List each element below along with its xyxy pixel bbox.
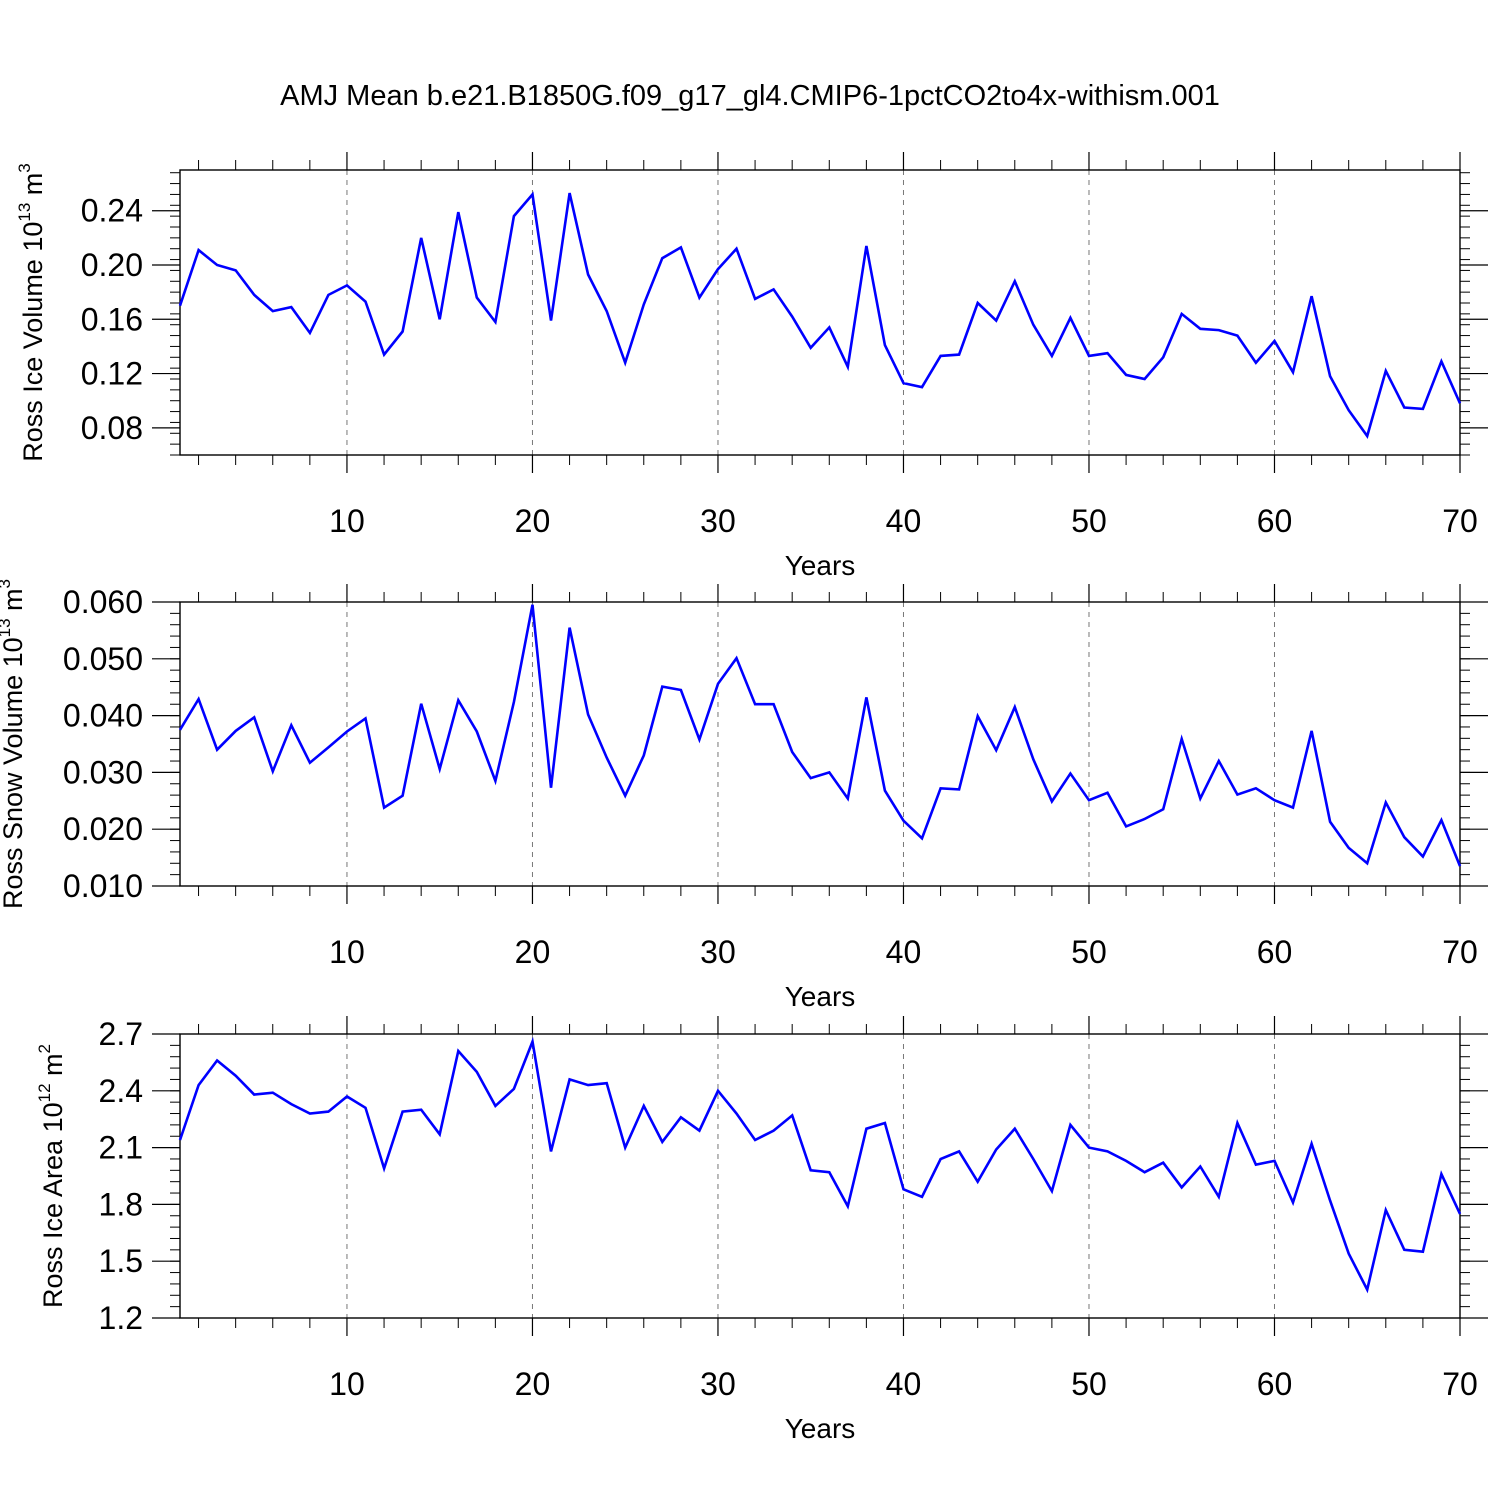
x-tick-label: 60 — [1257, 1366, 1293, 1402]
y-axis-label-unit: m — [38, 1053, 68, 1083]
x-tick-label: 10 — [329, 1366, 365, 1402]
y-tick-label: 1.2 — [99, 1300, 143, 1336]
y-axis-label-unit: m — [18, 173, 48, 203]
plot-frame — [179, 601, 1461, 887]
y-tick-label: 0.08 — [81, 410, 143, 446]
y-axis-label-exponent: 13 — [15, 203, 34, 222]
y-tick-label: 1.8 — [99, 1186, 143, 1222]
y-axis-label-exponent: 12 — [35, 1083, 54, 1102]
x-tick-label: 30 — [700, 934, 736, 970]
x-tick-label: 20 — [515, 934, 551, 970]
y-tick-label: 0.24 — [81, 193, 143, 229]
y-axis-label-text: Ross Ice Volume 10 — [18, 222, 48, 462]
y-tick-label: 2.1 — [99, 1130, 143, 1166]
y-tick-label: 0.030 — [63, 754, 143, 790]
y-tick-label: 1.5 — [99, 1243, 143, 1279]
y-tick-label: 0.050 — [63, 641, 143, 677]
y-tick-label: 0.12 — [81, 356, 143, 392]
y-axis-label-exponent: 13 — [0, 618, 14, 637]
series-line — [178, 1036, 1462, 1294]
y-axis-label-unit-exponent: 3 — [15, 163, 34, 172]
x-tick-label: 40 — [886, 1366, 922, 1402]
x-axis-label: Years — [785, 1413, 856, 1444]
x-tick-label: 30 — [700, 503, 736, 539]
y-tick-label: 0.020 — [63, 811, 143, 847]
x-tick-label: 20 — [515, 1366, 551, 1402]
x-tick-label: 50 — [1071, 503, 1107, 539]
x-tick-label: 30 — [700, 1366, 736, 1402]
y-tick-label: 0.040 — [63, 698, 143, 734]
x-axis-label: Years — [785, 981, 856, 1012]
series-line — [178, 191, 1462, 439]
panel-1: 10 20 30 40 50 60 70 0.08 0.12 0.16 0.20 0.24 Years R… — [15, 152, 1488, 581]
x-tick-label: 40 — [886, 934, 922, 970]
x-tick-label: 70 — [1442, 1366, 1478, 1402]
y-axis-label-unit-exponent: 2 — [35, 1044, 54, 1053]
x-tick-label: 50 — [1071, 1366, 1107, 1402]
x-tick-label: 70 — [1442, 934, 1478, 970]
panel-3: 10 20 30 40 50 60 70 1.2 1.5 1.8 2.1 2.4 2.7 Years Ros… — [35, 1016, 1488, 1444]
x-tick-label: 50 — [1071, 934, 1107, 970]
y-tick-label: 2.7 — [99, 1016, 143, 1052]
y-axis-label-text: Ross Ice Area 10 — [38, 1102, 68, 1308]
panel-2: 10 20 30 40 50 60 70 0.010 0.020 0.030 0.040 0.050 0… — [0, 579, 1488, 1012]
x-tick-label: 70 — [1442, 503, 1478, 539]
x-tick-label: 40 — [886, 503, 922, 539]
page-title: AMJ Mean b.e21.B1850G.f09_g17_gl4.CMIP6-… — [280, 80, 1220, 112]
y-axis-label-unit-exponent: 3 — [0, 579, 14, 588]
x-tick-label: 10 — [329, 934, 365, 970]
x-tick-label: 20 — [515, 503, 551, 539]
plot-frame — [179, 169, 1461, 456]
x-tick-label: 60 — [1257, 503, 1293, 539]
y-axis-label-unit: m — [0, 588, 28, 618]
y-tick-label: 0.010 — [63, 868, 143, 904]
y-axis-label-text: Ross Snow Volume 10 — [0, 637, 28, 909]
y-axis-label: Ross Ice Volume 1013 m3 — [15, 163, 48, 462]
x-axis-label: Years — [785, 550, 856, 581]
x-tick-label: 10 — [329, 503, 365, 539]
plot-frame — [179, 1033, 1461, 1319]
y-tick-label: 0.16 — [81, 301, 143, 337]
x-tick-label: 60 — [1257, 934, 1293, 970]
y-axis-label: Ross Snow Volume 1013 m3 — [0, 579, 28, 909]
series-line — [178, 604, 1462, 867]
y-axis-label: Ross Ice Area 1012 m2 — [35, 1044, 68, 1308]
y-tick-label: 2.4 — [99, 1073, 143, 1109]
y-tick-label: 0.060 — [63, 584, 143, 620]
y-tick-label: 0.20 — [81, 247, 143, 283]
